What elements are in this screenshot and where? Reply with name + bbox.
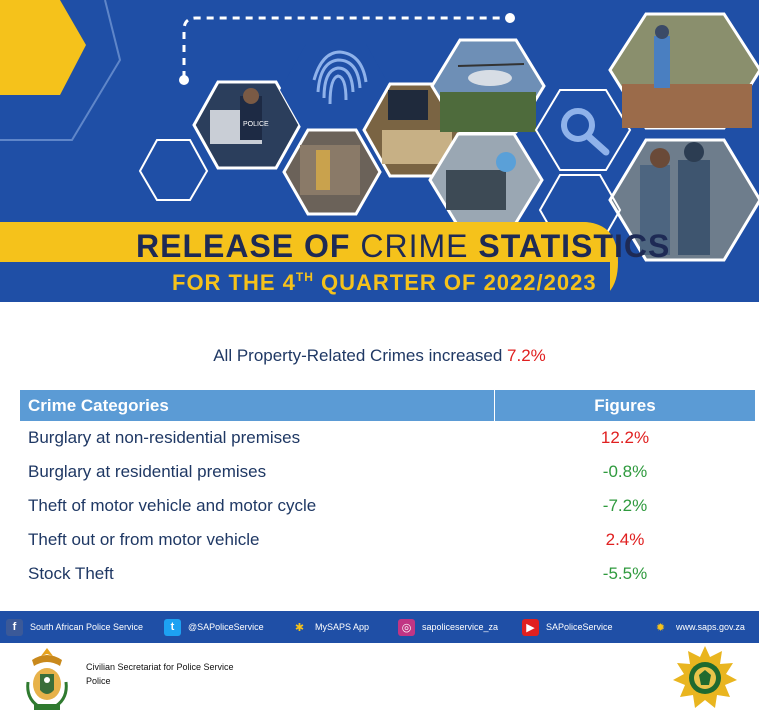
- fingerprint-icon: [312, 50, 368, 105]
- social-label: @SAPoliceService: [188, 622, 264, 632]
- social-instagram-link[interactable]: ◎ sapoliceservice_za: [398, 618, 522, 636]
- facebook-icon: f: [6, 618, 23, 636]
- twitter-icon: t: [164, 618, 181, 636]
- row-category: Burglary at residential premises: [28, 462, 267, 481]
- row-figure: -0.8%: [602, 462, 648, 481]
- saps-website-icon: ✹: [652, 618, 669, 636]
- banner-subtitle: FOR THE 4TH QUARTER OF 2022/2023: [172, 270, 597, 295]
- table-row: Burglary at residential premises -0.8%: [20, 455, 755, 489]
- headline: All Property-Related Crimes increased 7.…: [0, 346, 759, 366]
- column-header-figures: Figures: [594, 396, 656, 415]
- footer-line-secretariat: Civilian Secretariat for Police Service: [86, 662, 234, 672]
- mysaps-app-icon: ✱: [291, 618, 308, 636]
- instagram-icon: ◎: [398, 618, 415, 636]
- social-youtube-link[interactable]: ▶ SAPoliceService: [522, 618, 652, 636]
- social-label: South African Police Service: [30, 622, 144, 632]
- coat-of-arms-logo: [26, 648, 68, 710]
- social-label: SAPoliceService: [546, 622, 613, 632]
- row-figure: -5.5%: [602, 564, 648, 583]
- banner: POLICE: [0, 0, 759, 302]
- row-category: Stock Theft: [28, 564, 114, 583]
- saps-badge-logo: [673, 646, 737, 708]
- social-media-bar: f South African Police Service t @SAPoli…: [0, 611, 759, 643]
- headline-value: 7.2%: [507, 346, 546, 365]
- social-label: www.saps.gov.za: [676, 622, 745, 632]
- row-figure: 12.2%: [600, 428, 650, 447]
- banner-artwork: POLICE: [0, 0, 759, 302]
- row-figure: 2.4%: [605, 530, 645, 549]
- social-website-link[interactable]: ✹ www.saps.gov.za: [652, 618, 745, 636]
- youtube-icon: ▶: [522, 618, 539, 636]
- footer-organisation: Civilian Secretariat for Police Service …: [86, 660, 234, 688]
- row-figure: -7.2%: [602, 496, 648, 515]
- row-category: Theft out or from motor vehicle: [28, 530, 260, 549]
- column-header-categories: Crime Categories: [20, 390, 495, 421]
- row-category: Theft of motor vehicle and motor cycle: [28, 496, 317, 515]
- footer-line-police: Police: [86, 676, 111, 686]
- headline-text: All Property-Related Crimes increased: [213, 346, 508, 365]
- police-vest-text: POLICE: [243, 121, 269, 128]
- social-label: sapoliceservice_za: [422, 622, 499, 632]
- magnifier-icon: [561, 108, 610, 156]
- social-label: MySAPS App: [315, 622, 370, 632]
- table-header: Crime Categories Figures: [20, 390, 755, 421]
- table-row: Stock Theft -5.5%: [20, 557, 755, 591]
- row-category: Burglary at non-residential premises: [28, 428, 301, 447]
- table-row: Burglary at non-residential premises 12.…: [20, 421, 755, 455]
- social-twitter-link[interactable]: t @SAPoliceService: [164, 618, 291, 636]
- table-row: Theft out or from motor vehicle 2.4%: [20, 523, 755, 557]
- table-row: Theft of motor vehicle and motor cycle -…: [20, 489, 755, 523]
- crime-table: Crime Categories Figures Burglary at non…: [20, 390, 755, 591]
- banner-title: RELEASE OF CRIME STATISTICS: [136, 228, 671, 264]
- yellow-hexagon-shape: [0, 0, 86, 95]
- social-mysaps-link[interactable]: ✱ MySAPS App: [291, 618, 398, 636]
- social-facebook-link[interactable]: f South African Police Service: [6, 618, 164, 636]
